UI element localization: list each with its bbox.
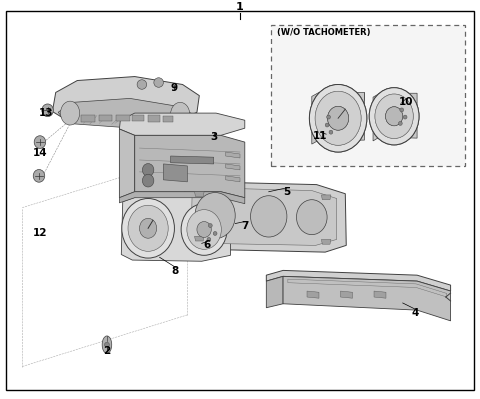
Polygon shape <box>266 277 283 308</box>
Polygon shape <box>116 115 130 121</box>
Ellipse shape <box>310 85 367 152</box>
Ellipse shape <box>143 174 154 187</box>
Ellipse shape <box>197 221 211 237</box>
Text: 8: 8 <box>172 266 179 276</box>
Bar <box>271 25 465 166</box>
Polygon shape <box>226 152 240 158</box>
Ellipse shape <box>195 193 235 239</box>
Text: 11: 11 <box>313 131 328 141</box>
Ellipse shape <box>375 94 413 138</box>
Ellipse shape <box>60 101 80 125</box>
Polygon shape <box>132 115 144 121</box>
Ellipse shape <box>398 121 402 125</box>
Polygon shape <box>58 99 196 127</box>
Ellipse shape <box>170 103 190 126</box>
Polygon shape <box>374 291 386 298</box>
Polygon shape <box>226 164 240 170</box>
Polygon shape <box>120 129 135 198</box>
Text: 4: 4 <box>411 308 419 318</box>
Polygon shape <box>373 93 417 141</box>
Polygon shape <box>340 291 352 298</box>
Polygon shape <box>183 182 346 252</box>
Text: 9: 9 <box>170 83 178 93</box>
Ellipse shape <box>297 200 327 235</box>
Ellipse shape <box>325 123 329 127</box>
Polygon shape <box>52 77 199 126</box>
Polygon shape <box>135 135 245 198</box>
Polygon shape <box>191 188 336 245</box>
Ellipse shape <box>128 205 168 251</box>
Ellipse shape <box>208 223 212 227</box>
Polygon shape <box>99 115 112 121</box>
Ellipse shape <box>34 136 46 148</box>
Ellipse shape <box>375 94 413 138</box>
Polygon shape <box>312 93 364 144</box>
Polygon shape <box>120 192 245 203</box>
Ellipse shape <box>140 218 157 238</box>
Text: 3: 3 <box>210 132 217 142</box>
Text: 14: 14 <box>33 148 47 158</box>
Text: 10: 10 <box>399 97 414 107</box>
Text: 7: 7 <box>241 221 249 231</box>
Ellipse shape <box>400 108 404 112</box>
Ellipse shape <box>369 88 419 145</box>
Text: 13: 13 <box>39 108 53 118</box>
Polygon shape <box>148 115 160 122</box>
Ellipse shape <box>143 164 154 176</box>
Ellipse shape <box>385 107 403 126</box>
Ellipse shape <box>327 107 348 130</box>
Ellipse shape <box>102 336 112 354</box>
Text: 1: 1 <box>236 2 244 12</box>
Ellipse shape <box>329 130 333 134</box>
Ellipse shape <box>187 209 221 249</box>
Ellipse shape <box>326 115 330 119</box>
Polygon shape <box>283 277 451 321</box>
Ellipse shape <box>310 85 367 152</box>
Polygon shape <box>226 176 240 182</box>
Polygon shape <box>307 291 319 298</box>
Ellipse shape <box>207 237 211 241</box>
Ellipse shape <box>251 196 287 237</box>
Polygon shape <box>322 195 331 200</box>
Polygon shape <box>163 116 173 122</box>
Ellipse shape <box>369 88 419 145</box>
Ellipse shape <box>315 91 361 145</box>
Ellipse shape <box>154 78 163 87</box>
Text: 6: 6 <box>204 240 211 251</box>
Text: 12: 12 <box>33 229 47 239</box>
Text: 2: 2 <box>103 346 110 356</box>
Polygon shape <box>194 236 204 241</box>
Ellipse shape <box>213 231 217 235</box>
Polygon shape <box>163 164 187 182</box>
Ellipse shape <box>403 115 407 119</box>
Ellipse shape <box>33 170 45 182</box>
Polygon shape <box>120 113 245 135</box>
Ellipse shape <box>122 199 174 258</box>
Text: 5: 5 <box>283 187 290 197</box>
Ellipse shape <box>137 80 147 89</box>
Polygon shape <box>266 271 451 291</box>
Polygon shape <box>194 192 204 197</box>
Ellipse shape <box>181 203 227 255</box>
Ellipse shape <box>105 342 109 347</box>
Ellipse shape <box>42 104 53 117</box>
Polygon shape <box>322 239 331 244</box>
Ellipse shape <box>315 91 361 145</box>
Polygon shape <box>170 156 214 164</box>
Ellipse shape <box>385 107 403 126</box>
Polygon shape <box>121 197 230 261</box>
Ellipse shape <box>327 107 348 130</box>
Polygon shape <box>81 115 96 122</box>
Text: (W/O TACHOMETER): (W/O TACHOMETER) <box>277 28 371 37</box>
